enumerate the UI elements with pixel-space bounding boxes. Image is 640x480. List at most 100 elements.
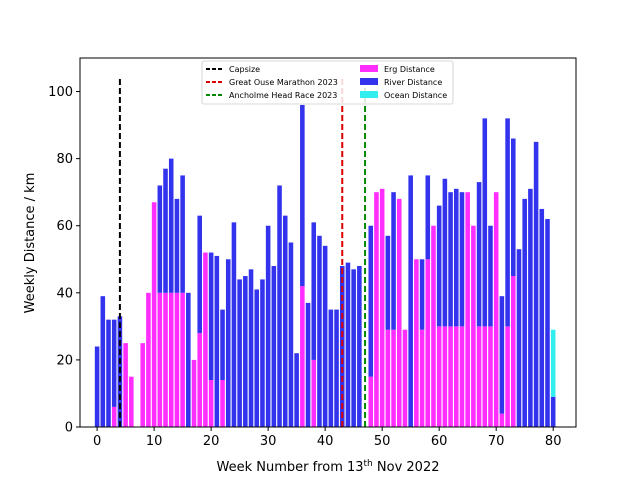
x-axis: 0 10 20 30 40 50 60 70 80 — [93, 427, 561, 449]
bar-river-distance-week-48 — [368, 225, 374, 377]
bar-river-distance-week-34 — [288, 242, 294, 427]
bar-erg-distance-week-60 — [436, 326, 442, 427]
bar-river-distance-week-16 — [186, 292, 191, 427]
bar-erg-distance-week-54 — [402, 329, 408, 427]
bar-river-distance-week-69 — [488, 225, 493, 327]
bar-river-distance-week-3 — [111, 319, 117, 407]
bar-erg-distance-week-56 — [414, 259, 419, 427]
bar-river-distance-week-15 — [180, 175, 185, 293]
legend-series-swatch-0 — [360, 65, 378, 72]
bar-river-distance-week-43 — [339, 265, 345, 427]
legend-event-label-1: Great Ouse Marathon 2023 — [229, 78, 338, 87]
bar-erg-distance-week-10 — [151, 202, 157, 427]
bar-river-distance-week-51 — [385, 235, 391, 330]
bar-river-distance-week-60 — [436, 205, 442, 327]
bar-river-distance-week-1 — [100, 296, 106, 427]
x-tick-label: 20 — [203, 434, 220, 449]
legend-series-swatch-2 — [360, 91, 378, 98]
bar-erg-distance-week-8 — [140, 343, 145, 427]
bar-erg-distance-week-22 — [220, 380, 225, 427]
bar-erg-distance-week-12 — [163, 292, 168, 427]
x-tick-label: 70 — [488, 434, 505, 449]
y-axis: 0 20 40 60 80 100 — [48, 85, 80, 436]
bar-river-distance-week-61 — [442, 178, 448, 327]
bar-erg-distance-week-9 — [146, 292, 151, 427]
bar-river-distance-week-73 — [511, 138, 516, 277]
bar-erg-distance-week-73 — [511, 276, 516, 427]
bar-river-distance-week-12 — [163, 168, 168, 293]
bar-erg-distance-week-6 — [129, 376, 134, 427]
bar-river-distance-week-23 — [225, 259, 231, 427]
bar-river-distance-week-39 — [317, 235, 322, 427]
bar-river-distance-week-31 — [271, 265, 277, 427]
bar-river-distance-week-20 — [208, 252, 214, 381]
bar-river-distance-week-11 — [157, 185, 163, 293]
bar-river-distance-week-28 — [254, 289, 260, 427]
x-tick-label: 30 — [260, 434, 277, 449]
bar-erg-distance-week-66 — [471, 225, 476, 427]
bar-river-distance-week-45 — [351, 269, 356, 427]
bar-erg-distance-week-11 — [157, 292, 163, 427]
bar-river-distance-week-21 — [214, 255, 220, 427]
x-tick-label: 50 — [374, 434, 391, 449]
bar-erg-distance-week-61 — [442, 326, 448, 427]
bar-erg-distance-week-68 — [482, 326, 488, 427]
x-axis-label-sup: th — [364, 459, 373, 469]
bar-erg-distance-week-38 — [311, 359, 317, 427]
bar-river-distance-week-14 — [174, 198, 180, 293]
plot-frame — [79, 57, 577, 428]
bar-erg-distance-week-71 — [499, 413, 505, 427]
bar-erg-distance-week-14 — [174, 292, 180, 427]
bar-river-distance-week-55 — [408, 175, 413, 427]
legend-series-swatch-1 — [360, 78, 378, 85]
bar-river-distance-week-67 — [476, 182, 482, 327]
event-lines-layer — [118, 76, 367, 427]
bar-erg-distance-week-15 — [180, 292, 185, 427]
bar-erg-distance-week-65 — [465, 192, 470, 427]
bar-river-distance-week-41 — [328, 309, 334, 427]
bar-river-distance-week-64 — [459, 192, 465, 327]
bar-erg-distance-week-70 — [493, 192, 499, 427]
bar-river-distance-week-42 — [334, 309, 339, 427]
legend-series-label-0: Erg Distance — [384, 65, 435, 74]
bar-river-distance-week-44 — [345, 262, 351, 427]
bar-river-distance-week-37 — [305, 302, 311, 427]
bar-erg-distance-week-3 — [111, 406, 117, 427]
legend-events: Capsize Great Ouse Marathon 2023 Ancholme … — [206, 65, 338, 100]
bar-erg-distance-week-53 — [396, 198, 402, 427]
bar-river-distance-week-58 — [425, 175, 431, 260]
bar-erg-distance-week-69 — [488, 326, 493, 427]
bar-river-distance-week-68 — [482, 118, 488, 327]
bar-ocean-distance-week-80 — [550, 329, 556, 397]
legend-series-label-1: River Distance — [384, 78, 442, 87]
x-tick-label: 10 — [146, 434, 163, 449]
x-tick-label: 40 — [317, 434, 334, 449]
bar-erg-distance-week-20 — [208, 380, 214, 427]
x-tick-label: 0 — [93, 434, 101, 449]
bar-erg-distance-week-13 — [168, 292, 174, 427]
bar-erg-distance-week-19 — [203, 252, 208, 427]
y-tick-label: 40 — [56, 286, 73, 301]
bar-river-distance-week-75 — [522, 198, 527, 427]
bar-river-distance-week-74 — [516, 249, 522, 427]
y-axis-label: Weekly Distance / km — [23, 173, 38, 314]
bar-river-distance-week-26 — [243, 276, 248, 427]
bar-river-distance-week-27 — [248, 269, 254, 427]
bar-erg-distance-week-51 — [385, 329, 391, 427]
x-axis-label-prefix: Week Number from 13 — [217, 460, 364, 475]
legend: Capsize Great Ouse Marathon 2023 Ancholme … — [201, 60, 454, 105]
bar-erg-distance-week-59 — [431, 225, 436, 427]
bar-river-distance-week-38 — [311, 222, 317, 360]
bar-river-distance-week-80 — [550, 396, 556, 427]
bar-erg-distance-week-64 — [459, 326, 465, 427]
x-axis-label: Week Number from 13th Nov 2022 — [217, 459, 440, 475]
bar-river-distance-week-22 — [220, 309, 225, 381]
bar-erg-distance-week-72 — [505, 326, 510, 427]
bar-erg-distance-week-5 — [123, 343, 128, 427]
x-axis-label-suffix: Nov 2022 — [373, 460, 440, 475]
bar-erg-distance-week-50 — [379, 188, 385, 427]
bar-river-distance-week-30 — [265, 225, 271, 427]
bar-river-distance-week-24 — [231, 222, 237, 427]
bar-river-distance-week-63 — [454, 188, 459, 327]
